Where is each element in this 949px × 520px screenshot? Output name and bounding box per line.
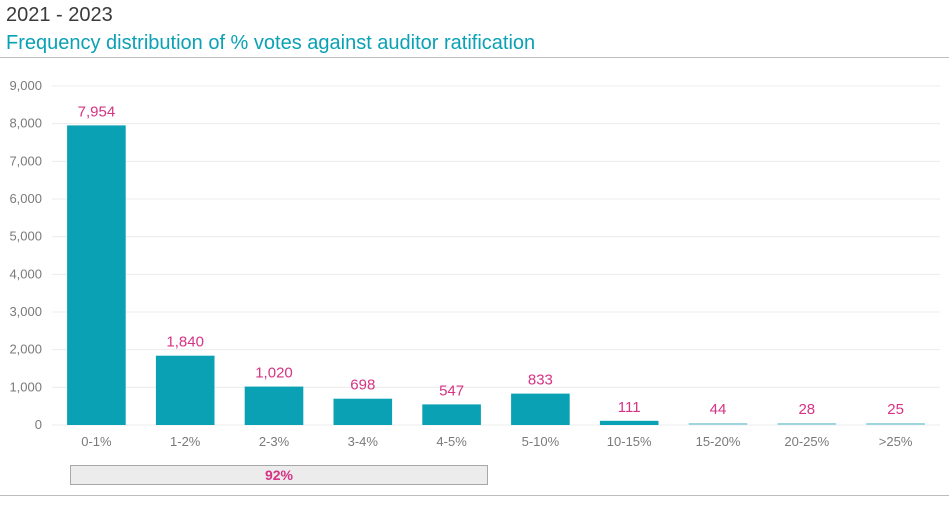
bar-value-label: 111: [618, 399, 641, 416]
bar-value-label: 1,020: [255, 365, 293, 382]
y-tick-label: 0: [35, 417, 42, 432]
bar-value-label: 547: [439, 382, 464, 399]
y-tick-label: 4,000: [9, 266, 42, 281]
y-tick-label: 8,000: [9, 116, 42, 131]
bar-15-20%: [688, 423, 748, 425]
bar-value-label: 28: [798, 401, 815, 418]
bar->25%: [866, 423, 925, 425]
bar-value-label: 1,840: [166, 334, 204, 351]
x-tick-label: 1-2%: [170, 434, 201, 449]
y-tick-label: 2,000: [9, 342, 42, 357]
y-tick-label: 1,000: [9, 379, 42, 394]
bar-5-10%: [511, 393, 570, 425]
bar-value-label: 698: [350, 377, 375, 394]
bar-value-label: 25: [887, 401, 904, 418]
x-tick-label: 10-15%: [607, 434, 652, 449]
bar-value-label: 833: [528, 372, 553, 389]
bar-10-15%: [599, 420, 659, 425]
x-tick-label: 5-10%: [522, 434, 560, 449]
bar-3-4%: [333, 398, 393, 425]
bar-value-label: 44: [710, 401, 727, 418]
x-tick-label: 0-1%: [81, 434, 112, 449]
y-tick-label: 6,000: [9, 191, 42, 206]
bar-20-25%: [777, 423, 837, 425]
y-tick-label: 5,000: [9, 229, 42, 244]
x-tick-label: 4-5%: [436, 434, 467, 449]
chart-title: Frequency distribution of % votes agains…: [6, 32, 536, 54]
bottom-divider: [0, 495, 949, 496]
bar-4-5%: [422, 404, 481, 425]
bar-0-1%: [67, 125, 126, 426]
bar-1-2%: [155, 355, 215, 425]
x-tick-label: 3-4%: [348, 434, 379, 449]
y-tick-label: 9,000: [9, 78, 42, 93]
top-divider: [0, 57, 949, 58]
y-tick-label: 3,000: [9, 304, 42, 319]
x-tick-label: 15-20%: [696, 434, 741, 449]
x-tick-label: 20-25%: [784, 434, 829, 449]
bar-2-3%: [244, 386, 304, 425]
cumulative-share-bracket: 92%: [70, 465, 488, 485]
x-tick-label: 2-3%: [259, 434, 290, 449]
bar-value-label: 7,954: [78, 103, 116, 120]
y-tick-label: 7,000: [9, 153, 42, 168]
chart-subtitle: 2021 - 2023: [6, 4, 113, 26]
x-tick-label: >25%: [879, 434, 913, 449]
